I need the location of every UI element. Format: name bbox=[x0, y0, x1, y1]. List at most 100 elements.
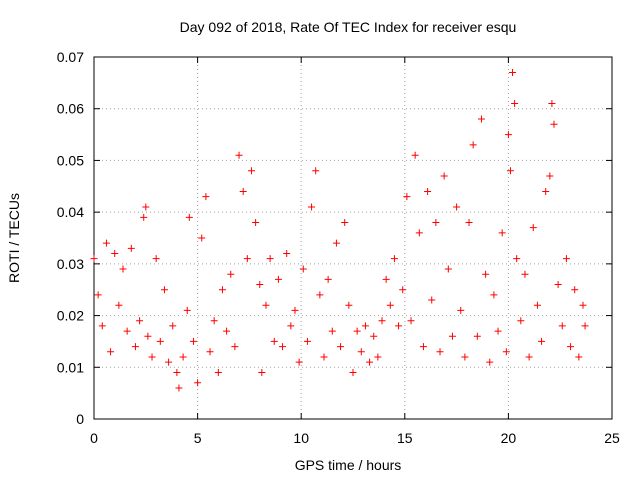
y-tick-label: 0.04 bbox=[57, 204, 84, 220]
data-point bbox=[469, 141, 477, 149]
data-point bbox=[189, 337, 197, 345]
data-point bbox=[202, 193, 210, 201]
data-point bbox=[502, 348, 510, 356]
data-point bbox=[490, 291, 498, 299]
data-point bbox=[506, 167, 514, 175]
data-point bbox=[140, 213, 148, 221]
grid-lines bbox=[94, 57, 612, 419]
data-point bbox=[457, 306, 465, 314]
x-tick-label: 10 bbox=[293, 430, 309, 446]
data-point bbox=[283, 250, 291, 258]
data-point bbox=[194, 379, 202, 387]
data-point bbox=[175, 384, 183, 392]
data-point bbox=[521, 270, 529, 278]
data-points bbox=[90, 69, 589, 392]
data-point bbox=[295, 358, 303, 366]
data-point bbox=[548, 100, 556, 108]
y-tick-label: 0.03 bbox=[57, 256, 84, 272]
data-point bbox=[465, 218, 473, 226]
y-tick-labels: 0 0.01 0.02 0.03 0.04 0.05 0.06 0.07 bbox=[57, 49, 84, 427]
data-point bbox=[424, 187, 432, 195]
data-point bbox=[210, 317, 218, 325]
data-point bbox=[498, 229, 506, 237]
data-point bbox=[538, 337, 546, 345]
data-point bbox=[558, 322, 566, 330]
data-point bbox=[407, 317, 415, 325]
data-point bbox=[218, 286, 226, 294]
data-point bbox=[231, 343, 239, 351]
data-point bbox=[482, 270, 490, 278]
data-point bbox=[366, 358, 374, 366]
y-tick-label: 0.05 bbox=[57, 152, 84, 168]
data-point bbox=[562, 255, 570, 263]
data-point bbox=[303, 337, 311, 345]
data-point bbox=[461, 353, 469, 361]
data-point bbox=[316, 291, 324, 299]
data-point bbox=[440, 172, 448, 180]
data-point bbox=[554, 281, 562, 289]
data-point bbox=[399, 286, 407, 294]
data-point bbox=[361, 322, 369, 330]
data-point bbox=[386, 301, 394, 309]
data-point bbox=[123, 327, 131, 335]
data-point bbox=[509, 69, 517, 77]
data-point bbox=[198, 234, 206, 242]
data-point bbox=[119, 265, 127, 273]
data-point bbox=[374, 353, 382, 361]
data-point bbox=[308, 203, 316, 211]
data-point bbox=[390, 255, 398, 263]
data-point bbox=[111, 250, 119, 258]
data-point bbox=[287, 322, 295, 330]
data-point bbox=[115, 301, 123, 309]
data-point bbox=[169, 322, 177, 330]
data-point bbox=[477, 115, 485, 123]
x-tick-label: 20 bbox=[501, 430, 517, 446]
data-point bbox=[428, 296, 436, 304]
data-point bbox=[239, 187, 247, 195]
y-tick-label: 0 bbox=[76, 411, 84, 427]
data-point bbox=[411, 151, 419, 159]
data-point bbox=[90, 255, 98, 263]
data-point bbox=[533, 301, 541, 309]
x-tick-label: 15 bbox=[397, 430, 413, 446]
data-point bbox=[258, 368, 266, 376]
data-point bbox=[262, 301, 270, 309]
data-point bbox=[575, 353, 583, 361]
data-point bbox=[513, 255, 521, 263]
data-point bbox=[378, 317, 386, 325]
data-point bbox=[152, 255, 160, 263]
data-point bbox=[324, 275, 332, 283]
data-point bbox=[102, 239, 110, 247]
data-point bbox=[357, 348, 365, 356]
data-point bbox=[299, 265, 307, 273]
data-point bbox=[148, 353, 156, 361]
data-point bbox=[320, 353, 328, 361]
x-tick-labels: 0 5 10 15 20 25 bbox=[90, 430, 620, 446]
data-point bbox=[436, 348, 444, 356]
y-tick-label: 0.01 bbox=[57, 359, 84, 375]
data-point bbox=[349, 368, 357, 376]
data-point bbox=[214, 368, 222, 376]
data-point bbox=[432, 218, 440, 226]
data-point bbox=[332, 239, 340, 247]
y-tick-label: 0.02 bbox=[57, 308, 84, 324]
data-point bbox=[235, 151, 243, 159]
x-tick-label: 25 bbox=[604, 430, 620, 446]
data-point bbox=[94, 291, 102, 299]
data-point bbox=[453, 203, 461, 211]
data-point bbox=[345, 301, 353, 309]
axis-ticks bbox=[93, 56, 613, 420]
data-point bbox=[567, 343, 575, 351]
chart-title: Day 092 of 2018, Rate Of TEC Index for r… bbox=[180, 19, 517, 35]
y-tick-label: 0.07 bbox=[57, 49, 84, 65]
data-point bbox=[270, 337, 278, 345]
data-point bbox=[403, 193, 411, 201]
data-point bbox=[448, 332, 456, 340]
data-point bbox=[395, 322, 403, 330]
data-point bbox=[243, 255, 251, 263]
data-point bbox=[494, 327, 502, 335]
data-point bbox=[142, 203, 150, 211]
data-point bbox=[473, 332, 481, 340]
data-point bbox=[144, 332, 152, 340]
